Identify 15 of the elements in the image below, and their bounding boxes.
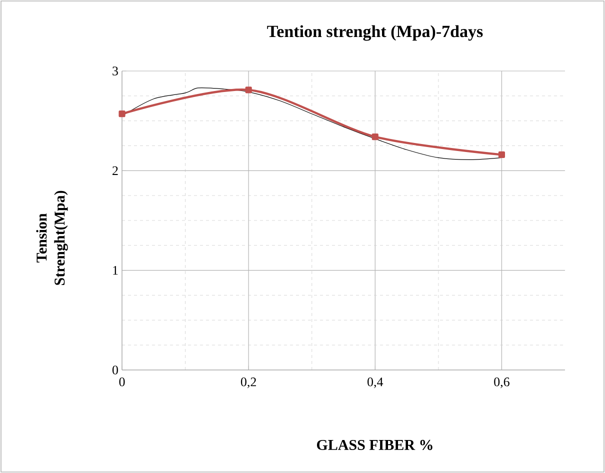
point bbox=[245, 86, 252, 94]
x-tick-label: 0,2 bbox=[240, 378, 256, 388]
x-tick-label: 0 bbox=[119, 378, 125, 386]
x-axis-title: GLASS FIBER % bbox=[316, 440, 432, 450]
y-tick-label: 3 bbox=[112, 66, 118, 76]
y-tick-label: 1 bbox=[113, 266, 118, 275]
chart-title: Tention strenght (Mpa)-7days bbox=[267, 25, 483, 41]
point bbox=[372, 133, 378, 140]
y-tick-label: 2 bbox=[112, 166, 118, 175]
x-tick-label: 0,6 bbox=[494, 378, 510, 388]
x-tick-label: 0,4 bbox=[368, 378, 384, 388]
y-tick-label: 0 bbox=[112, 366, 118, 374]
y-axis-title: Tension Strenght(Mpa) bbox=[36, 190, 68, 285]
point bbox=[118, 110, 126, 118]
point bbox=[498, 151, 506, 158]
